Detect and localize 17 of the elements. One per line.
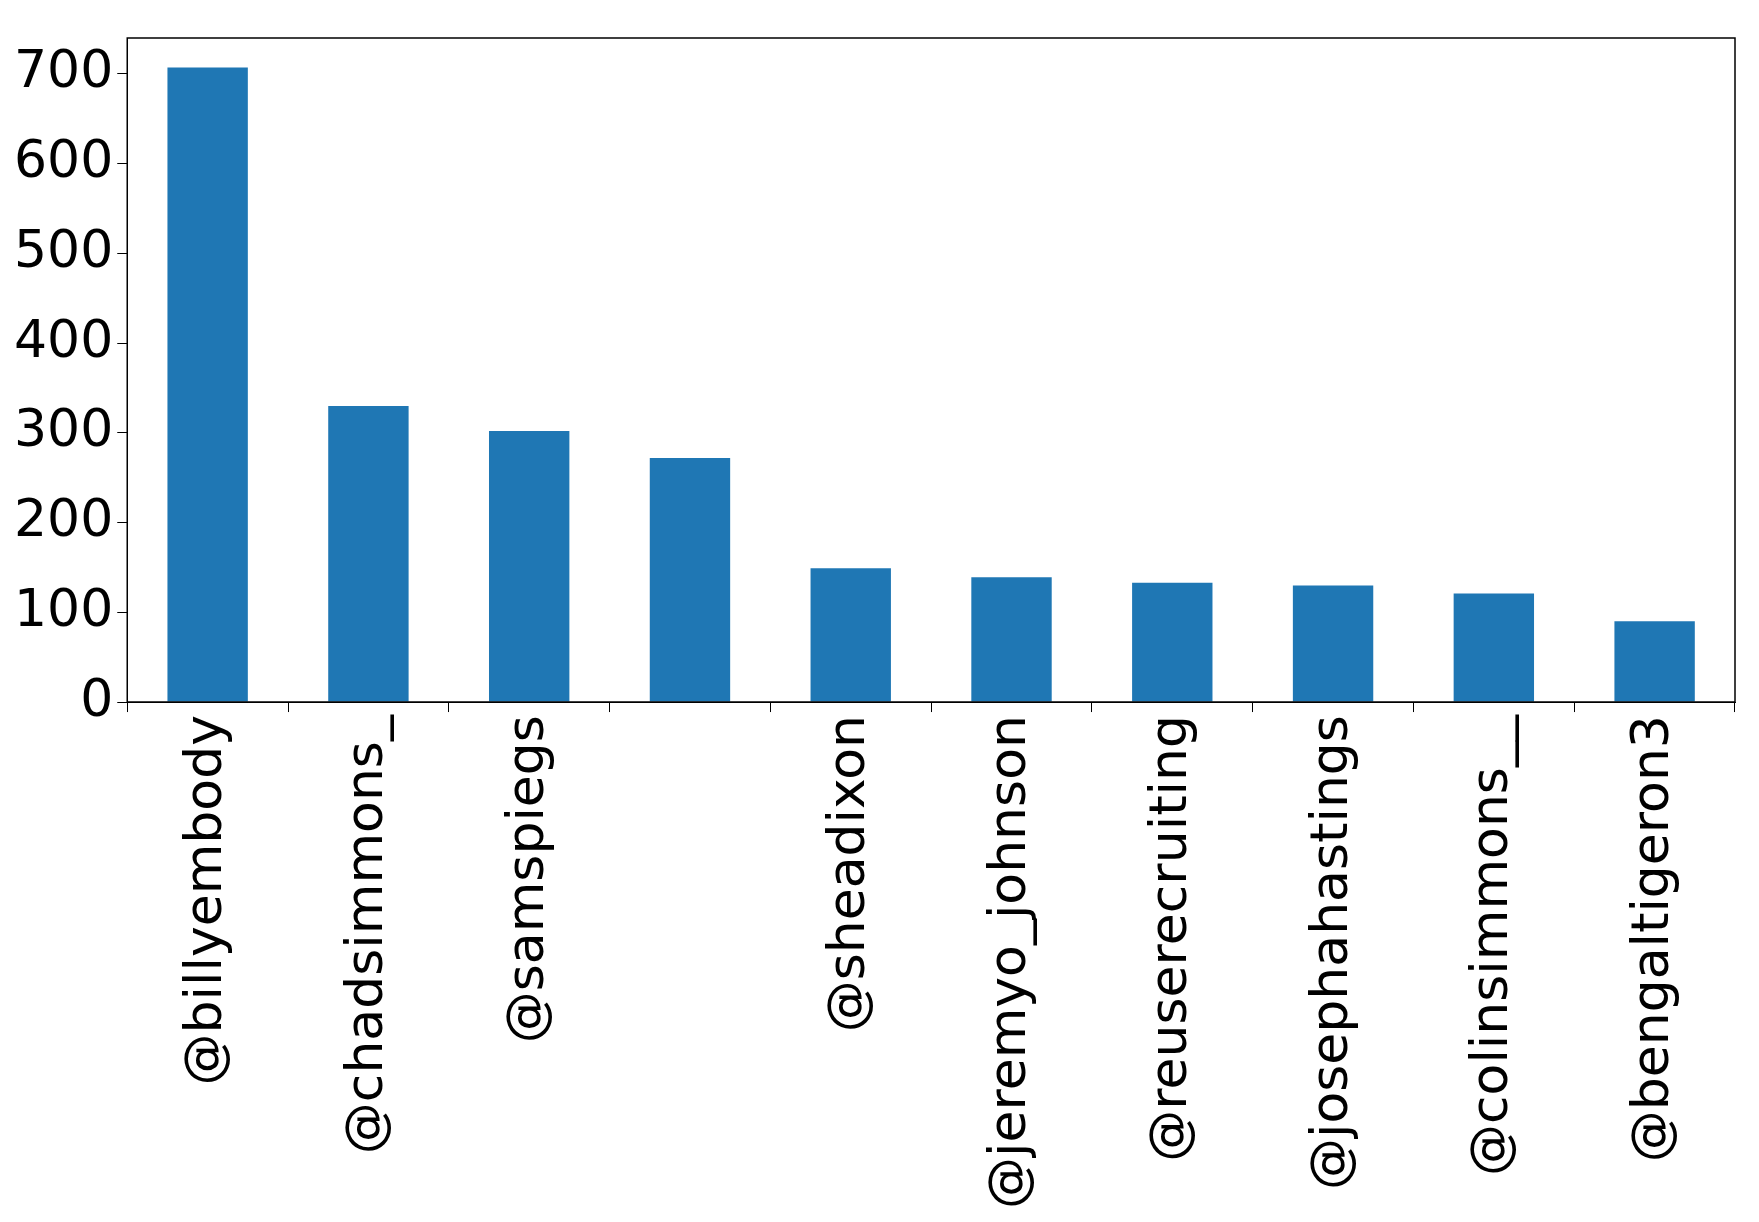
y-tick-label: 300 [13, 398, 114, 459]
y-tick-label: 500 [13, 218, 114, 279]
x-tick-label: @jeremyo_johnson [977, 715, 1038, 1209]
x-tick-label: @billyembody [173, 715, 234, 1086]
y-tick-label: 700 [13, 39, 114, 100]
x-tick-label: @reuserecruiting [1137, 715, 1198, 1162]
y-tick-label: 0 [80, 667, 114, 728]
y-tick-label: 600 [13, 129, 114, 190]
x-tick-label: @bengaltigeron3 [1620, 715, 1681, 1163]
y-tick-label: 100 [13, 577, 114, 638]
x-tick-label: @samspiegs [494, 715, 555, 1044]
x-tick-label: @sheadixon [816, 715, 877, 1033]
x-tick-label: @chadsimmons_ [333, 714, 394, 1155]
x-tick-label: @colinsimmons__ [1459, 714, 1520, 1177]
y-tick-label: 200 [13, 488, 114, 549]
x-tick-label: @josephahastings [1298, 715, 1359, 1191]
y-tick-label: 400 [13, 308, 114, 369]
